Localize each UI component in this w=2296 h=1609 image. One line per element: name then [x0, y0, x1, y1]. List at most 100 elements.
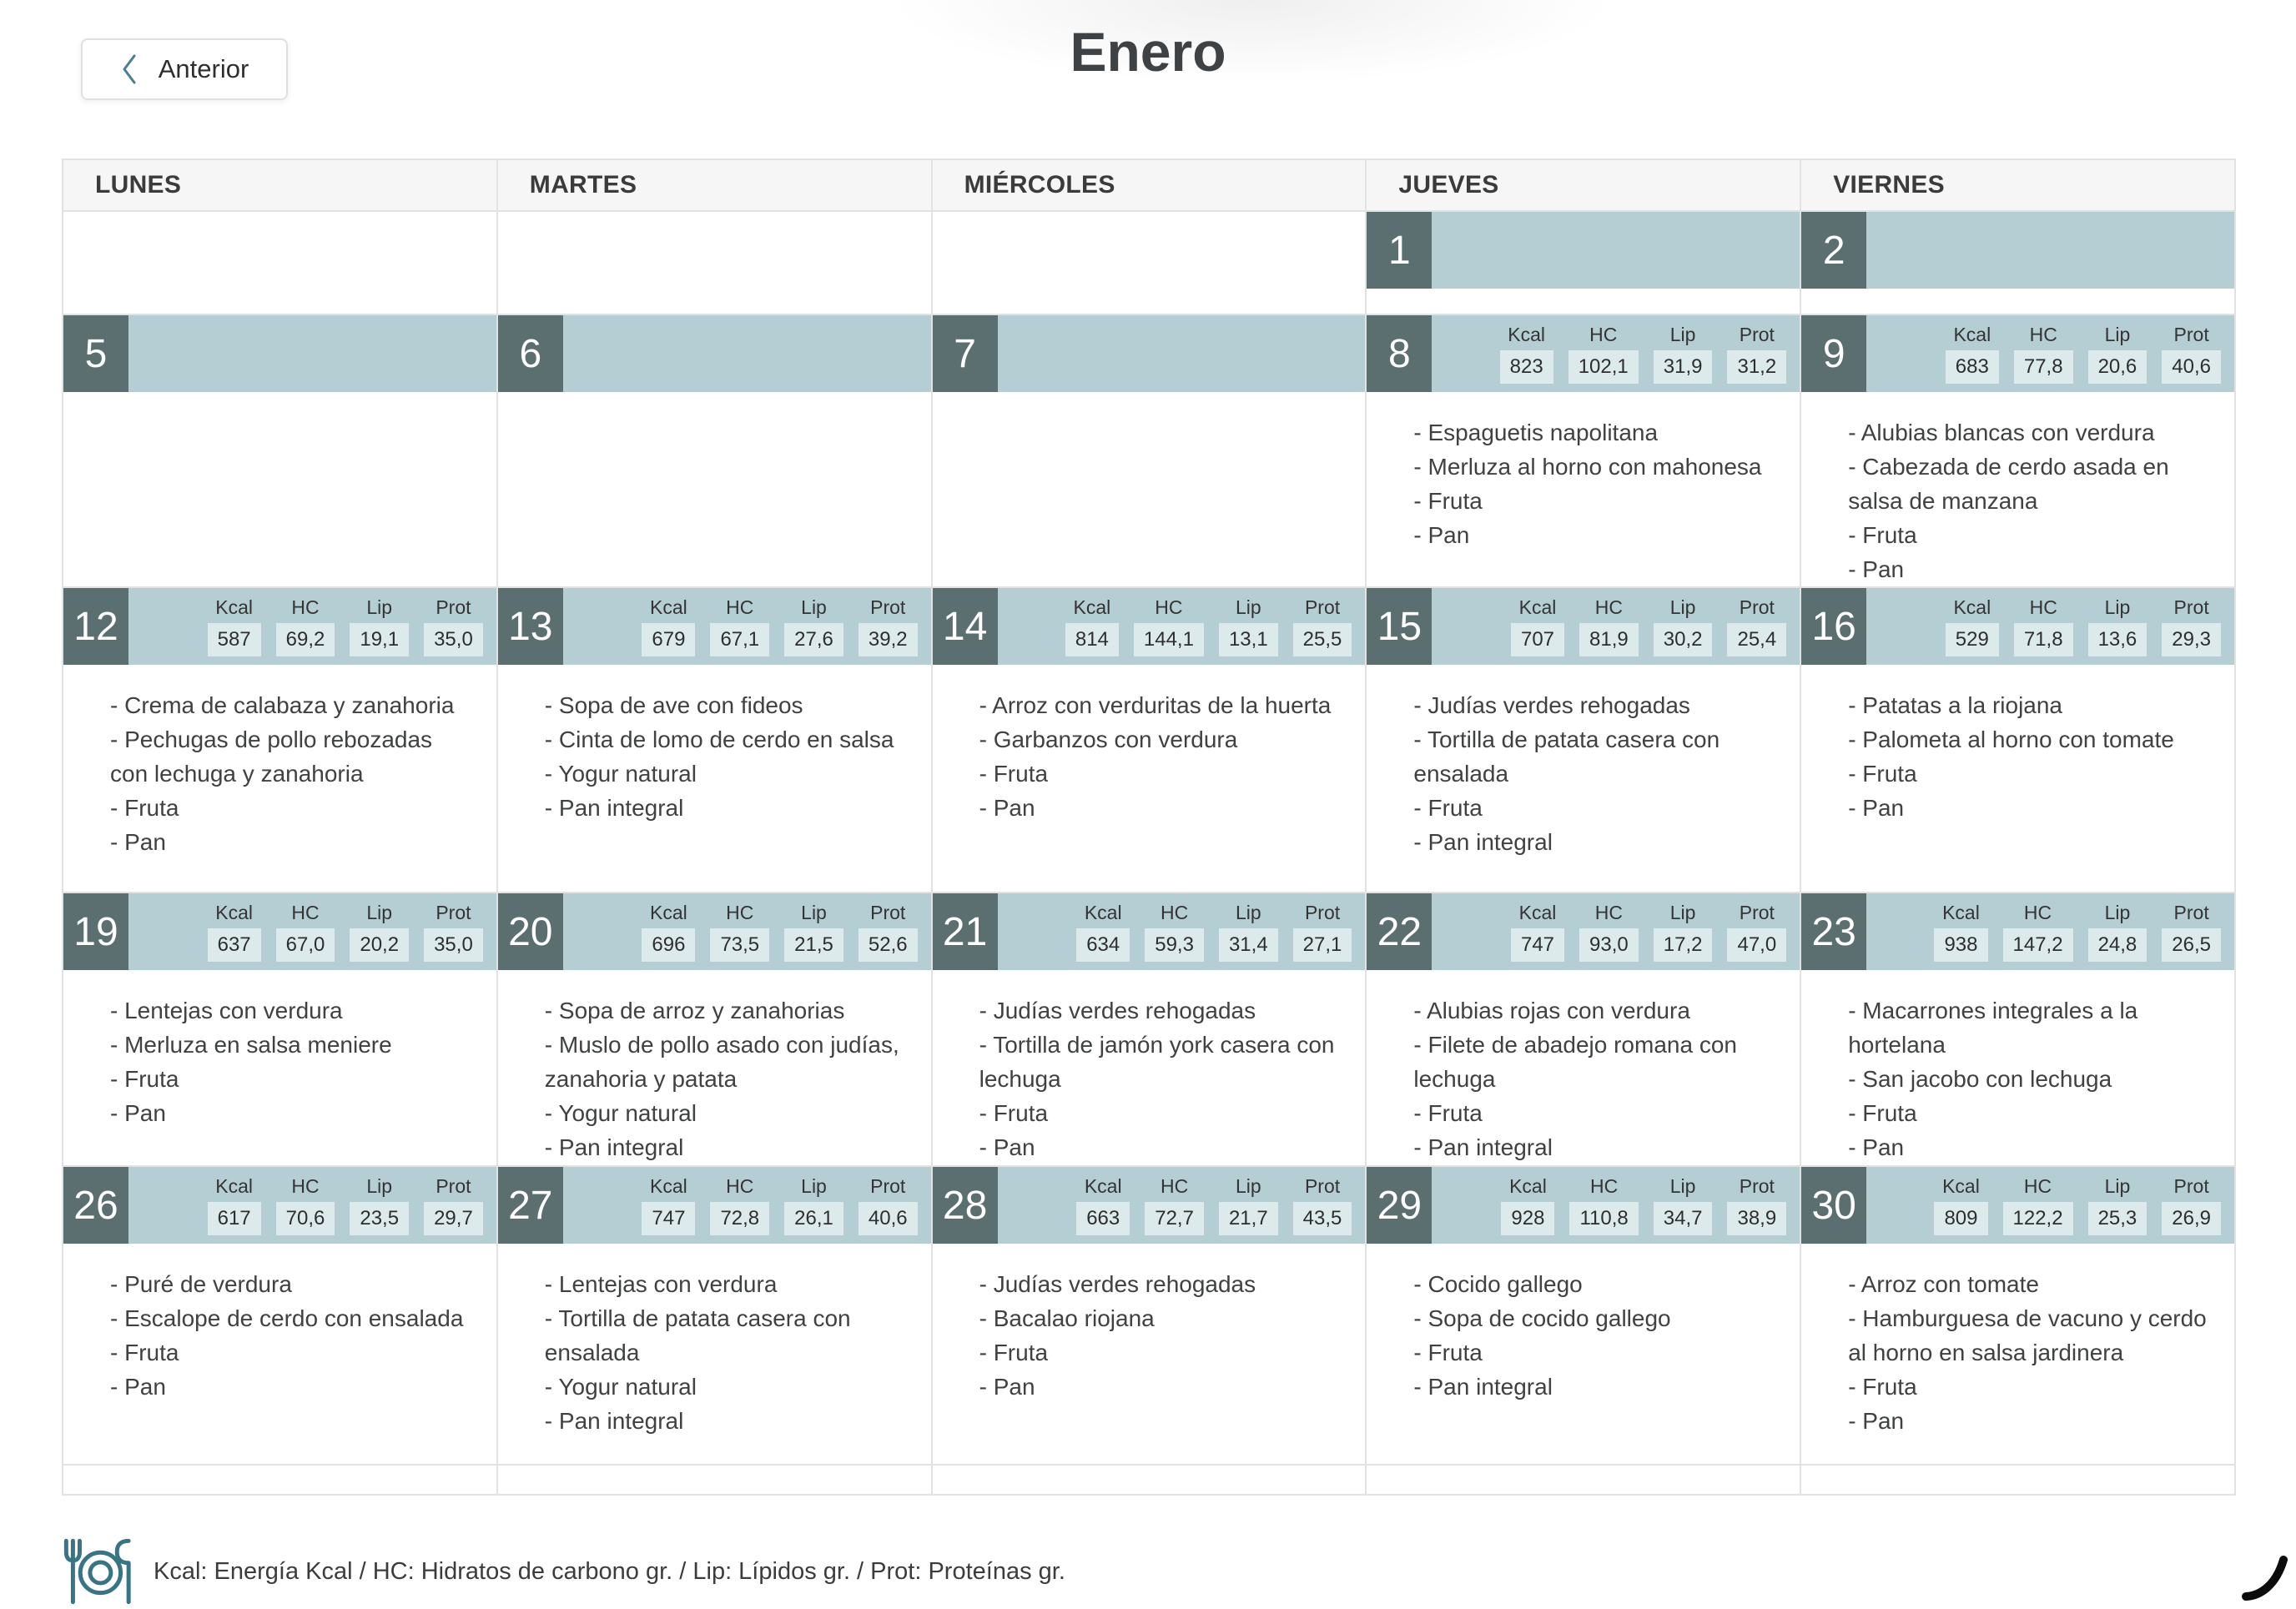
nutrition-stat: HC 67,0: [275, 902, 335, 962]
stat-value: 27,1: [1292, 928, 1352, 962]
day-number: 28: [932, 1167, 998, 1244]
previous-month-button[interactable]: Anterior: [81, 38, 288, 100]
meal-item: - Fruta: [1848, 761, 1917, 787]
nutrition-stat: Prot 43,5: [1292, 1175, 1352, 1235]
weekday-header-miércoles: MIÉRCOLES: [930, 158, 1367, 212]
stat-value: 72,8: [710, 1202, 770, 1235]
day-header-bar: 5: [63, 315, 496, 392]
nutrition-stat: Prot 35,0: [424, 596, 483, 656]
stat-value: 587: [207, 623, 261, 656]
stat-label: Prot: [1739, 902, 1775, 923]
stat-value: 110,8: [1569, 1202, 1639, 1235]
day-nutrition-stats: Kcal 617 HC 70,6 Lip 23,5 Prot 29,7: [128, 1167, 496, 1244]
day-header-bar: 6: [497, 315, 931, 392]
meal-item: - Pan: [110, 829, 166, 855]
stat-value: 679: [642, 623, 696, 656]
meal-item: - Fruta: [110, 1066, 179, 1092]
day-cell: 7: [930, 314, 1367, 588]
meal-item: - Pan: [1848, 1134, 1905, 1160]
stat-value: 25,3: [2087, 1202, 2147, 1235]
calendar-week-row: 19 Kcal 637 HC 67,0 Lip 20,2 Prot 35,0- Lentejas…: [62, 892, 2236, 1167]
day-header-bar: 9 Kcal 683 HC 77,8 Lip 20,6 Prot 40,6: [1801, 315, 2234, 392]
stat-label: HC: [291, 902, 320, 923]
nutrition-stat: Prot 29,3: [2162, 596, 2221, 656]
stat-value: 35,0: [424, 928, 483, 962]
nutrition-stat: Kcal 663: [1076, 1175, 1130, 1235]
nutrition-stat: Prot 26,9: [2162, 1175, 2221, 1235]
stat-value: 26,9: [2162, 1202, 2221, 1235]
meal-item: - Pan: [110, 1374, 166, 1400]
weekday-header-lunes: LUNES: [62, 158, 498, 212]
meal-item: - Fruta: [979, 1340, 1049, 1365]
nutrition-stat: Prot 40,6: [858, 1175, 918, 1235]
day-number: 23: [1801, 893, 1867, 970]
stat-label: Kcal: [1942, 1175, 1980, 1197]
day-number: 9: [1801, 315, 1867, 392]
meal-list: - Alubias blancas con verdura - Cabezada …: [1801, 392, 2234, 586]
nutrition-stat: Prot 25,4: [1727, 596, 1787, 656]
meal-item: - Muslo de pollo asado con judías, zanah…: [544, 1032, 899, 1092]
stat-value: 20,6: [2087, 350, 2147, 384]
stat-label: Kcal: [1942, 902, 1980, 923]
meal-item: - Fruta: [1413, 1340, 1483, 1365]
meal-item: - Bacalao riojana: [979, 1305, 1155, 1331]
stat-label: Kcal: [1084, 1175, 1122, 1197]
stat-label: HC: [1160, 902, 1189, 923]
meal-item: - Fruta: [110, 1340, 179, 1365]
day-cell: 16 Kcal 529 HC 71,8 Lip 13,6 Prot 29,3- Patatas …: [1800, 586, 2236, 893]
nutrition-stat: Prot 29,7: [424, 1175, 483, 1235]
stat-label: HC: [2029, 596, 2057, 618]
nutrition-stat: Lip 20,2: [350, 902, 410, 962]
day-nutrition-stats: Kcal 637 HC 67,0 Lip 20,2 Prot 35,0: [128, 893, 496, 970]
meal-item: - Sopa de cocido gallego: [1413, 1305, 1671, 1331]
stat-label: Prot: [870, 596, 906, 618]
day-number: 8: [1367, 315, 1432, 392]
nutrition-stat: Prot 38,9: [1727, 1175, 1787, 1235]
stat-label: Lip: [1669, 596, 1696, 618]
stat-value: 21,5: [784, 928, 843, 962]
stat-label: Lip: [2104, 1175, 2131, 1197]
meal-item: - Fruta: [979, 761, 1049, 787]
nutrition-stat: Prot 40,6: [2162, 324, 2221, 384]
stat-value: 72,7: [1145, 1202, 1204, 1235]
day-cell: 1: [1365, 210, 1802, 315]
nutrition-stat: Kcal 814: [1065, 596, 1119, 656]
day-nutrition-stats: [1866, 212, 2234, 289]
nutrition-stat: Kcal 747: [1510, 902, 1565, 962]
nutrition-stat: Kcal 529: [1945, 596, 1999, 656]
day-cell: 15 Kcal 707 HC 81,9 Lip 30,2 Prot 25,4- Judías v…: [1365, 586, 1802, 893]
stat-label: Lip: [801, 1175, 827, 1197]
stat-value: 21,7: [1218, 1202, 1278, 1235]
day-header-bar: 19 Kcal 637 HC 67,0 Lip 20,2 Prot 35,0: [63, 893, 496, 970]
stat-label: Lip: [2104, 324, 2131, 345]
day-cell: [930, 210, 1367, 315]
meal-item: - Cabezada de cerdo asada en salsa de ma…: [1848, 454, 2169, 514]
nutrition-stat: Prot 35,0: [424, 902, 483, 962]
meal-item: - San jacobo con lechuga: [1848, 1066, 2112, 1092]
stat-label: Kcal: [1508, 324, 1546, 345]
day-nutrition-stats: Kcal 707 HC 81,9 Lip 30,2 Prot 25,4: [1432, 588, 1800, 665]
meal-item: - Judías verdes rehogadas: [979, 998, 1256, 1023]
weekday-header-row: LUNES MARTES MIÉRCOLES JUEVES VIERNES: [62, 158, 2236, 212]
meal-list: - Macarrones integrales a la hortelana - …: [1801, 970, 2234, 1164]
stat-label: Kcal: [215, 902, 253, 923]
day-nutrition-stats: Kcal 823 HC 102,1 Lip 31,9 Prot 31,2: [1432, 315, 1800, 392]
nutrition-stat: HC 72,8: [710, 1175, 770, 1235]
meal-item: - Filete de abadejo romana con lechuga: [1413, 1032, 1737, 1092]
weekday-header-viernes: VIERNES: [1800, 158, 2236, 212]
day-nutrition-stats: Kcal 679 HC 67,1 Lip 27,6 Prot 39,2: [563, 588, 931, 665]
meal-item: - Tortilla de patata casera con ensalada: [1413, 727, 1720, 787]
stat-value: 102,1: [1568, 350, 1639, 384]
nutrition-stat: Lip 25,3: [2087, 1175, 2147, 1235]
nutrition-stat: Lip 31,4: [1218, 902, 1278, 962]
stat-value: 30,2: [1653, 623, 1713, 656]
nutrition-stat: HC 81,9: [1579, 596, 1639, 656]
meal-list: - Arroz con tomate - Hamburguesa de vacun…: [1801, 1244, 2234, 1438]
nutrition-stat: Kcal 809: [1934, 1175, 1988, 1235]
stat-label: Prot: [436, 902, 471, 923]
meal-item: - Merluza en salsa meniere: [110, 1032, 392, 1058]
stat-value: 38,9: [1727, 1202, 1787, 1235]
stat-label: Kcal: [1073, 596, 1111, 618]
meal-item: - Arroz con tomate: [1848, 1271, 2039, 1297]
